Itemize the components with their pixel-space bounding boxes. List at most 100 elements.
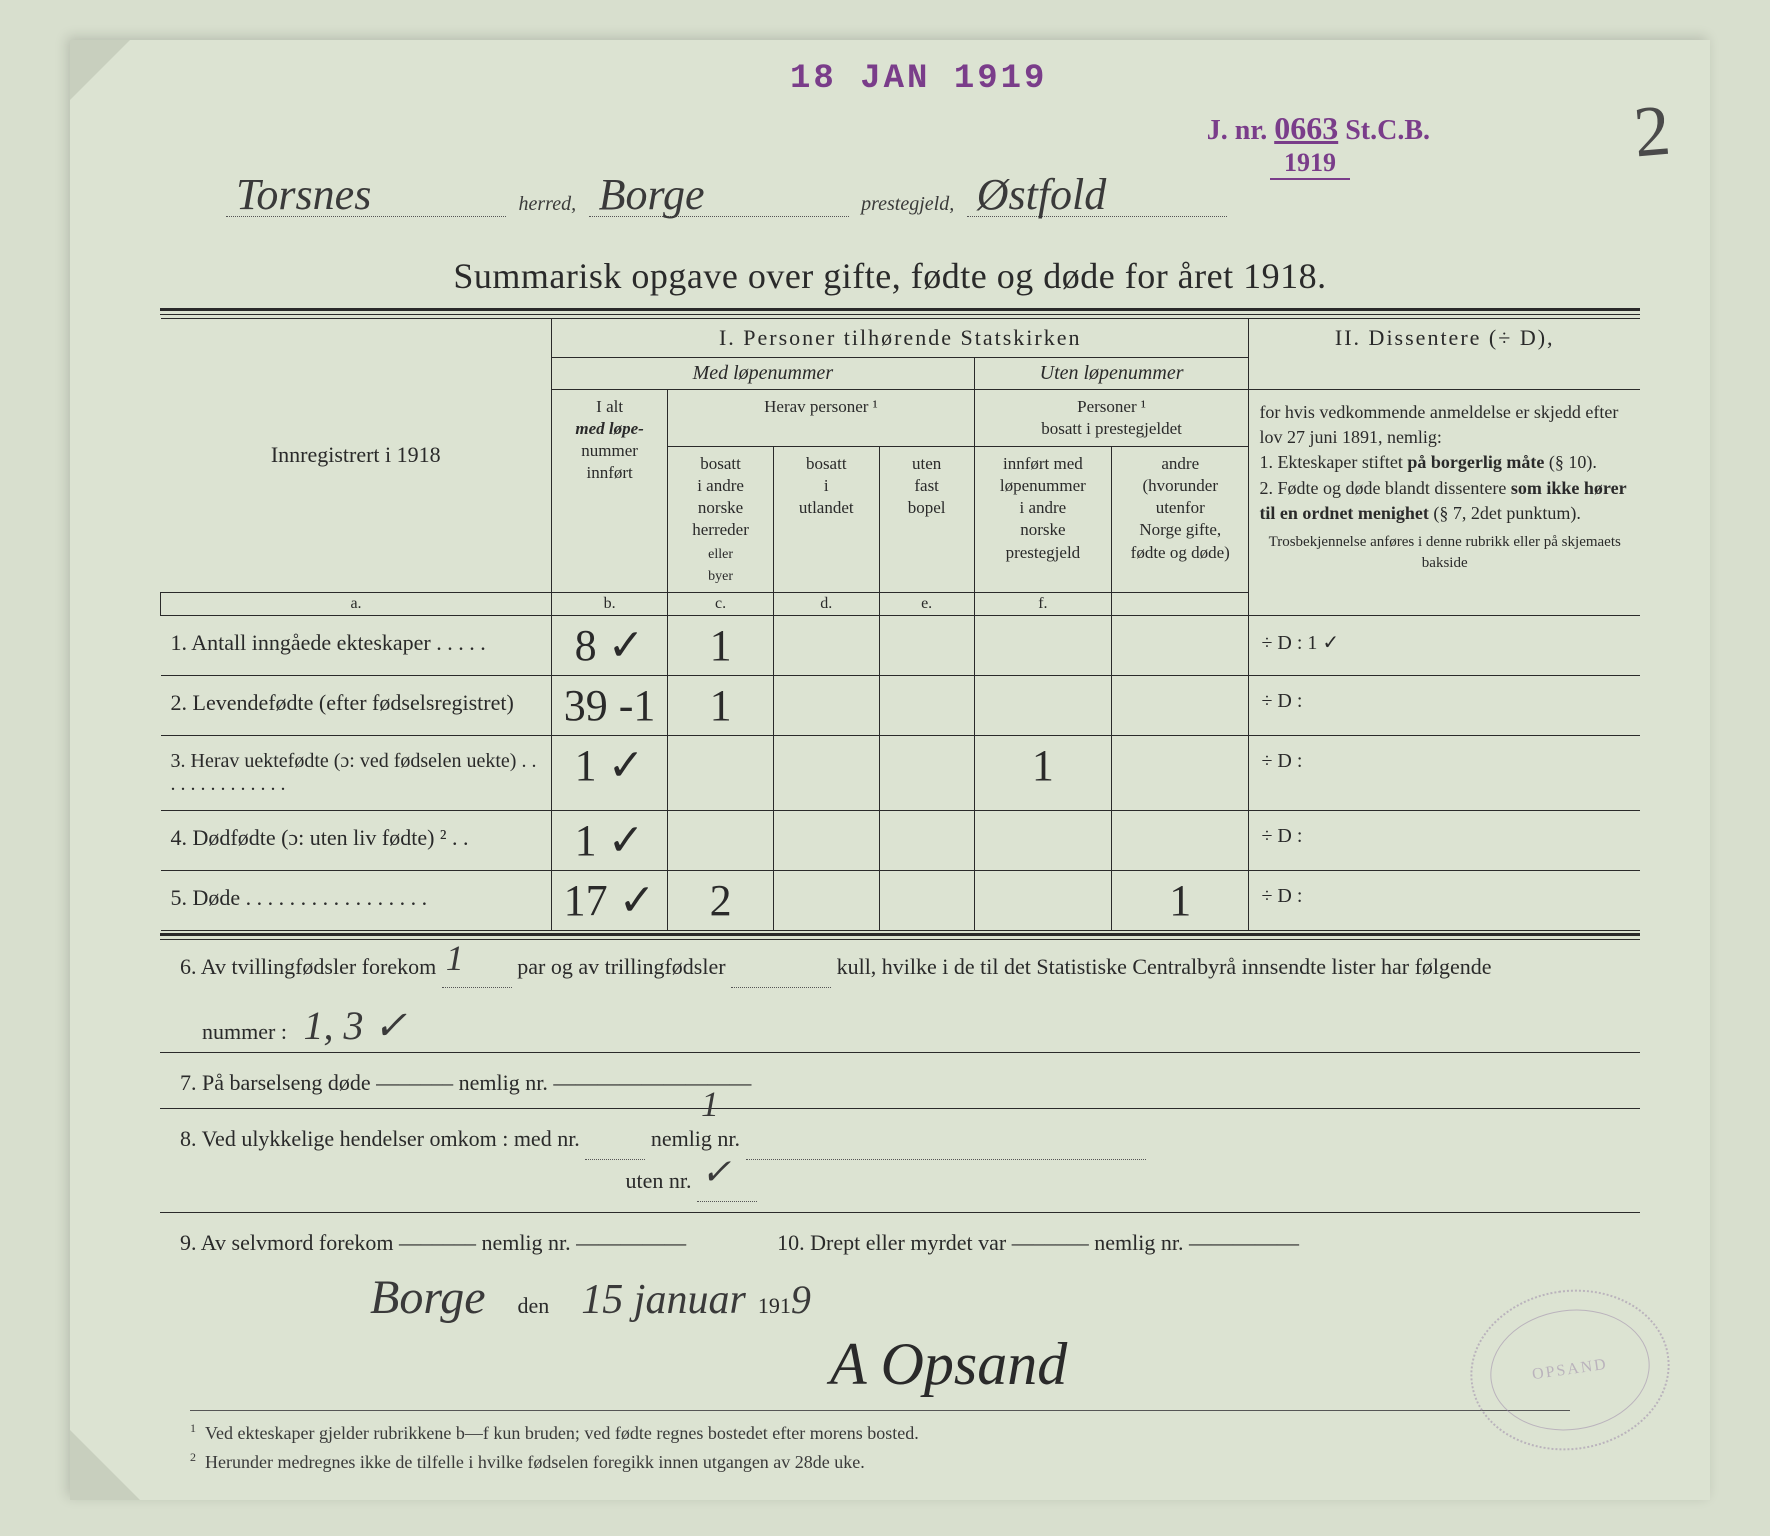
header-line: Torsnes herred, Borge prestegjeld, Østfo… — [220, 185, 1640, 217]
sig-year-last: 9 — [791, 1277, 811, 1322]
col-f-letter: f. — [974, 592, 1111, 615]
cell-value — [1112, 810, 1249, 870]
row-label: 2. Levendefødte (efter fødselsregistret) — [161, 675, 552, 735]
cell-value — [773, 735, 879, 810]
cell-value — [1112, 735, 1249, 810]
cell-value — [879, 810, 974, 870]
region-value: Østfold — [977, 169, 1107, 220]
col-e-letter: e. — [879, 592, 974, 615]
q6-nummer-value: 1, 3 ✓ — [303, 1003, 407, 1048]
cell-value: 1 — [668, 615, 774, 675]
question-8: 8. Ved ulykkelige hendelser omkom : med … — [180, 1118, 1620, 1202]
corner-fold-icon — [70, 40, 130, 100]
question-6: 6. Av tvillingfødsler forekom 1 par og a… — [180, 946, 1620, 1064]
cell-value — [974, 870, 1111, 930]
uten-head: Personer ¹bosatt i prestegjeldet — [974, 390, 1249, 447]
cell-value: 1 — [974, 735, 1111, 810]
col-f-head: andre(hvorunderutenforNorge gifte,fødte … — [1112, 447, 1249, 593]
cell-value — [773, 810, 879, 870]
footnotes: 1 Ved ekteskaper gjelder rubrikkene b—f … — [190, 1410, 1570, 1477]
cell-diss: ÷ D : — [1249, 870, 1640, 930]
cell-value: 1 ✓ — [552, 810, 668, 870]
cell-value: 17 ✓ — [552, 870, 668, 930]
cell-diss: ÷ D : — [1249, 810, 1640, 870]
cell-value — [879, 735, 974, 810]
rule-mid — [160, 933, 1640, 940]
reg-label: Innregistrert i 1918 — [161, 319, 552, 593]
row-label: 3. Herav uektefødte (ɔ: ved fødselen uek… — [161, 735, 552, 810]
footnote-2: Herunder medregnes ikke de tilfelle i hv… — [205, 1452, 865, 1472]
col-b-letter: b. — [552, 592, 668, 615]
col-b-head: bosatti andrenorskeherrederellerbyer — [668, 447, 774, 593]
document-title: Summarisk opgave over gifte, fødte og dø… — [70, 255, 1710, 297]
prestegjeld-label: prestegjeld, — [861, 193, 954, 215]
section2-title: II. Dissentere (÷ D), — [1249, 319, 1640, 390]
prestegjeld-value: Borge — [599, 169, 705, 220]
sep-line — [160, 1212, 1640, 1213]
cell-value — [1112, 675, 1249, 735]
table-row: 5. Døde . . . . . . . . . . . . . . . . … — [161, 870, 1641, 930]
herred-value: Torsnes — [236, 169, 371, 220]
cell-value — [668, 735, 774, 810]
table-row: 2. Levendefødte (efter fødselsregistret)… — [161, 675, 1641, 735]
cell-diss: ÷ D : 1 ✓ — [1249, 615, 1640, 675]
stamp-journal-number: J. nr. 0663 St.C.B. — [1207, 110, 1430, 147]
cell-value — [879, 675, 974, 735]
cell-value: 39 -1 — [552, 675, 668, 735]
sep-line — [160, 1108, 1640, 1109]
table-row: 1. Antall inngåede ekteskaper . . . . . … — [161, 615, 1641, 675]
q8-uten-value: 1 ✓ — [701, 1070, 757, 1207]
cell-value — [974, 810, 1111, 870]
corner-fold-icon — [70, 1430, 140, 1500]
summary-table: Innregistrert i 1918 I. Personer tilhøre… — [160, 318, 1640, 931]
cell-diss: ÷ D : — [1249, 735, 1640, 810]
table-row: 4. Dødfødte (ɔ: uten liv fødte) ² . . 1 … — [161, 810, 1641, 870]
question-7: 7. På barselseng døde —––––– nemlig nr. … — [180, 1062, 1620, 1104]
page-number: 2 — [1630, 89, 1673, 175]
col-a-head: I alt med løpe- nummer innført — [552, 390, 668, 593]
document-page: 18 JAN 1919 J. nr. 0663 St.C.B. 1919 2 T… — [70, 40, 1710, 1500]
cell-value: 1 ✓ — [552, 735, 668, 810]
cell-diss: ÷ D : — [1249, 675, 1640, 735]
rule-top — [160, 308, 1640, 315]
col-c-head: bosattiutlandet — [773, 447, 879, 593]
row-label: 4. Dødfødte (ɔ: uten liv fødte) ² . . — [161, 810, 552, 870]
signature-name: A Opsand — [830, 1330, 1067, 1399]
col-c-letter: c. — [668, 592, 774, 615]
cell-value — [773, 675, 879, 735]
jnr-suffix: St.C.B. — [1345, 115, 1430, 146]
row-label: 1. Antall inngåede ekteskaper . . . . . — [161, 615, 552, 675]
sig-place: Borge — [370, 1271, 486, 1324]
uten-lopenummer: Uten løpenummer — [974, 358, 1249, 390]
stamp-year: 1919 — [1270, 148, 1350, 180]
cell-value: 1 — [1112, 870, 1249, 930]
herav-head: Herav personer ¹ — [668, 390, 974, 447]
q6-val1: 1 — [446, 924, 464, 992]
col-e-head: innført medløpenummeri andrenorskepreste… — [974, 447, 1111, 593]
cell-value — [668, 810, 774, 870]
oval-stamp-text: OPSAND — [1482, 1299, 1657, 1440]
signature-line: Borge den 15 januar 1919 — [370, 1270, 811, 1325]
sig-den: den — [518, 1293, 550, 1318]
cell-value: 8 ✓ — [552, 615, 668, 675]
sig-year-pre: 191 — [758, 1293, 791, 1318]
col-d-letter: d. — [773, 592, 879, 615]
cell-value: 1 — [668, 675, 774, 735]
dissentere-body: for hvis vedkommende anmeldelse er skjed… — [1249, 390, 1640, 616]
cell-value: 2 — [668, 870, 774, 930]
cell-value — [773, 870, 879, 930]
sep-line — [160, 1052, 1640, 1053]
cell-value — [1112, 615, 1249, 675]
cell-value — [974, 615, 1111, 675]
row-label: 5. Døde . . . . . . . . . . . . . . . . … — [161, 870, 552, 930]
herred-label: herred, — [519, 193, 577, 215]
cell-value — [879, 615, 974, 675]
med-lopenummer: Med løpenummer — [552, 358, 975, 390]
jnr-label: J. nr. — [1207, 115, 1267, 146]
col-d-head: utenfastbopel — [879, 447, 974, 593]
question-9-10: 9. Av selvmord forekom —––––– nemlig nr.… — [180, 1222, 1620, 1264]
jnr-number: 0663 — [1274, 110, 1338, 146]
section1-title: I. Personer tilhørende Statskirken — [552, 319, 1249, 358]
cell-value — [974, 675, 1111, 735]
col-a-letter: a. — [161, 592, 552, 615]
